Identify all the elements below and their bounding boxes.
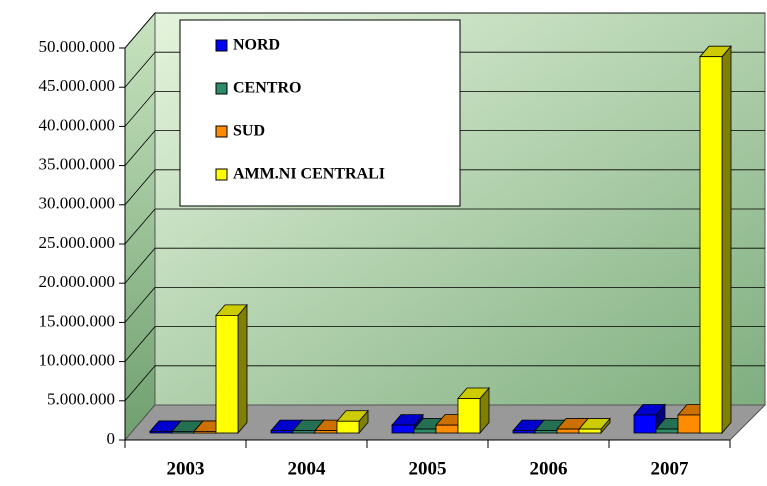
grid-line xyxy=(124,12,156,49)
bar xyxy=(457,398,481,434)
bar xyxy=(336,420,360,434)
y-tick-label: 5.000.000 xyxy=(47,390,115,409)
legend-label: NORD xyxy=(233,37,280,54)
bar xyxy=(578,428,602,434)
y-tick-label: 15.000.000 xyxy=(39,311,116,330)
x-tick-label: 2007 xyxy=(651,458,690,479)
y-tick-label: 25.000.000 xyxy=(39,233,116,252)
grid-line xyxy=(124,247,156,284)
grid-line xyxy=(124,130,156,166)
x-tick-label: 2003 xyxy=(167,458,205,479)
grid-line xyxy=(124,208,156,245)
bars xyxy=(149,45,732,435)
x-tick-label: 2004 xyxy=(288,458,327,479)
bar xyxy=(413,428,437,434)
grid-line xyxy=(124,91,156,127)
y-tick-label: 10.000.000 xyxy=(39,351,116,370)
legend: NORD CENTRO SUD AMM.NI CENTRALI xyxy=(215,37,385,183)
bar xyxy=(655,428,679,434)
legend-swatch xyxy=(215,168,228,181)
bar xyxy=(633,414,657,434)
y-tick-label: 50.000.000 xyxy=(39,37,116,56)
legend-swatch xyxy=(215,39,228,52)
y-tick-label: 0 xyxy=(107,429,116,448)
legend-label: CENTRO xyxy=(233,80,301,97)
x-tick-label: 2006 xyxy=(530,458,568,479)
axes: 0 5.000.000 10.000.000 15.000.000 20.000.000… xyxy=(39,37,731,479)
bar xyxy=(556,428,580,434)
grid-line xyxy=(124,326,156,362)
y-tick-label: 40.000.000 xyxy=(39,115,116,134)
legend-label: SUD xyxy=(233,123,265,140)
grid-line xyxy=(124,51,156,88)
bar xyxy=(677,414,701,434)
bar xyxy=(149,431,173,434)
bar xyxy=(314,430,338,434)
x-tick-label: 2005 xyxy=(409,458,447,479)
legend-swatch xyxy=(215,82,228,95)
bar xyxy=(699,56,723,434)
legend-label: AMM.NI CENTRALI xyxy=(233,166,385,183)
bar xyxy=(512,430,536,434)
y-tick-label: 20.000.000 xyxy=(39,272,116,291)
grid-line xyxy=(124,287,156,323)
grid-line xyxy=(124,169,156,206)
legend-swatch xyxy=(215,125,228,138)
bar xyxy=(171,431,195,434)
bar xyxy=(193,431,217,434)
grid-line xyxy=(124,365,156,402)
y-tick-label: 35.000.000 xyxy=(39,155,116,174)
bar-side xyxy=(237,303,248,435)
bar xyxy=(292,430,316,434)
bar xyxy=(215,314,239,434)
y-tick-label: 30.000.000 xyxy=(39,194,116,213)
bar xyxy=(534,430,558,434)
y-tick-label: 45.000.000 xyxy=(39,76,116,95)
bar xyxy=(270,430,294,434)
bar-side xyxy=(721,45,732,435)
bar xyxy=(391,424,415,434)
bar xyxy=(435,424,459,434)
